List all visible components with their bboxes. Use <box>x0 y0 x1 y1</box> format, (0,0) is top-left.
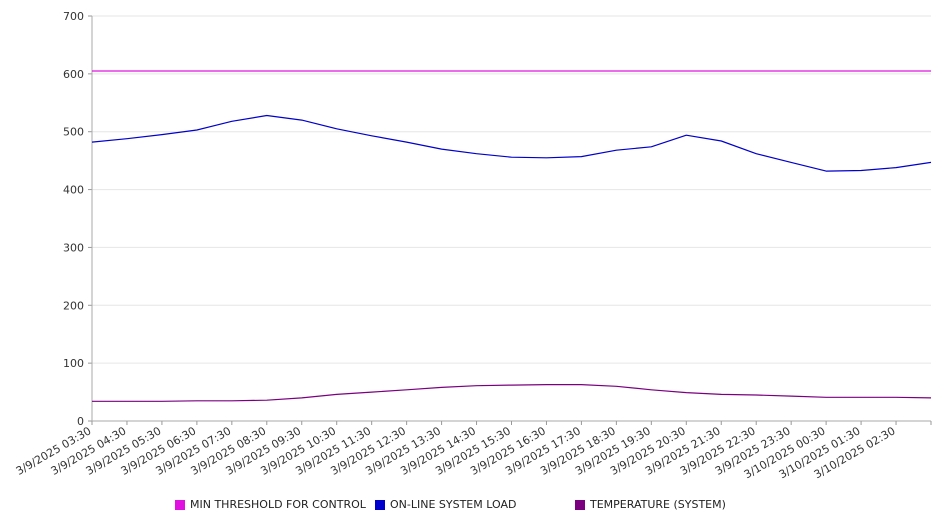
y-tick-label: 600 <box>63 68 84 81</box>
y-tick-label: 200 <box>63 299 84 312</box>
y-tick-labels: 0 100 200 300 400 500 600 700 <box>63 10 84 428</box>
x-tick-labels: 3/9/2025 03:303/9/2025 04:303/9/2025 05:… <box>14 424 898 481</box>
series-line-1 <box>91 114 932 172</box>
legend-item-temperature[interactable]: TEMPERATURE (SYSTEM) <box>575 498 726 511</box>
y-tick-label: 300 <box>63 241 84 254</box>
series-lines <box>91 70 932 402</box>
y-tick-label: 400 <box>63 184 84 197</box>
series-line-2 <box>92 384 932 402</box>
y-tick-label: 500 <box>63 126 84 139</box>
grid-lines <box>92 15 931 422</box>
legend-item-min-threshold[interactable]: MIN THRESHOLD FOR CONTROL <box>175 498 366 511</box>
legend-swatch <box>375 499 385 510</box>
legend-label: MIN THRESHOLD FOR CONTROL <box>190 498 366 511</box>
legend-swatch <box>575 499 585 510</box>
y-tick-label: 700 <box>63 10 84 23</box>
legend-label: TEMPERATURE (SYSTEM) <box>590 498 726 511</box>
legend-label: ON-LINE SYSTEM LOAD <box>390 498 517 511</box>
legend-swatch <box>175 499 185 510</box>
y-tick-label: 0 <box>77 415 84 428</box>
legend-item-system-load[interactable]: ON-LINE SYSTEM LOAD <box>375 498 516 511</box>
axes <box>88 15 932 425</box>
y-tick-label: 100 <box>63 357 84 370</box>
legend: MIN THRESHOLD FOR CONTROL ON-LINE SYSTEM… <box>0 498 946 516</box>
